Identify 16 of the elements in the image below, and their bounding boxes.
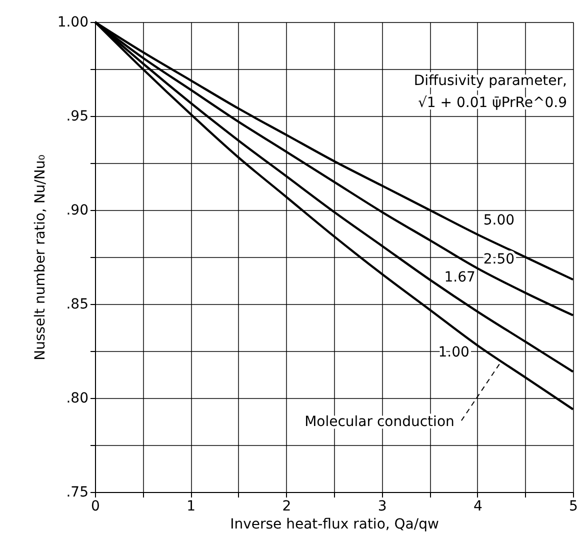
series-label: 5.00	[483, 212, 515, 228]
x-tick-label: 2	[282, 498, 292, 514]
x-tick-label: 5	[569, 498, 578, 514]
y-tick-label: .85	[66, 296, 88, 312]
x-tick-label: 1	[186, 498, 196, 514]
x-tick-label: 4	[473, 498, 482, 514]
y-axis-title: Nusselt number ratio, Nu/Nu₀	[32, 154, 48, 360]
x-tick-label: 0	[91, 498, 100, 514]
y-tick-label: 1.00	[57, 14, 88, 30]
y-tick-label: .75	[66, 484, 88, 500]
y-tick-label: .80	[66, 390, 88, 406]
x-tick-label: 3	[378, 498, 387, 514]
series-label: 1.67	[444, 270, 476, 286]
y-tick-label: .95	[66, 108, 88, 124]
x-axis-title: Inverse heat-flux ratio, Qa/qw	[230, 516, 439, 532]
y-tick-label: .90	[66, 202, 88, 218]
